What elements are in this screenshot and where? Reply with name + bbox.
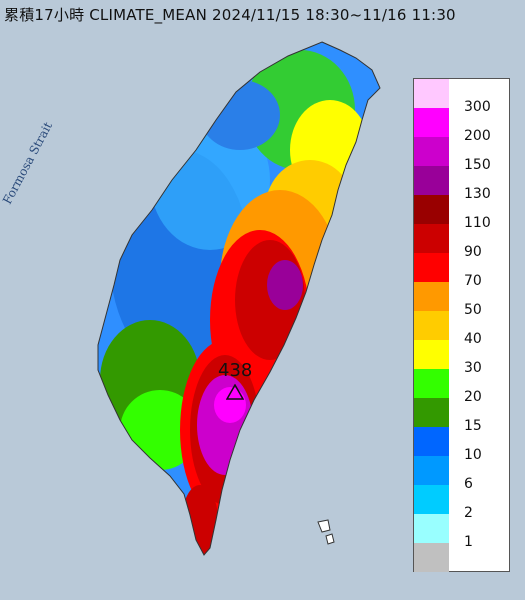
legend-label: 2 bbox=[464, 505, 473, 521]
legend-label: 1 bbox=[464, 534, 473, 550]
legend-label: 30 bbox=[464, 360, 482, 376]
legend-label: 110 bbox=[464, 215, 491, 231]
legend-label: 150 bbox=[464, 157, 491, 173]
legend-label: 70 bbox=[464, 273, 482, 289]
map-title: 累積17小時 CLIMATE_MEAN 2024/11/15 18:30~11/… bbox=[4, 6, 456, 24]
legend-swatch bbox=[414, 311, 449, 340]
legend-label: 15 bbox=[464, 418, 482, 434]
legend-label: 300 bbox=[464, 99, 491, 115]
legend-swatch bbox=[414, 369, 449, 398]
triangle-marker-icon bbox=[226, 384, 244, 400]
legend-label: 6 bbox=[464, 476, 473, 492]
legend-swatch bbox=[414, 108, 449, 137]
legend-swatch bbox=[414, 398, 449, 427]
legend-swatch bbox=[414, 456, 449, 485]
legend-swatch bbox=[414, 79, 449, 108]
legend-label: 130 bbox=[464, 186, 491, 202]
legend-label: 10 bbox=[464, 447, 482, 463]
legend-swatch bbox=[414, 514, 449, 543]
legend-swatch bbox=[414, 166, 449, 195]
color-legend: 300 200 150 130 110 90 70 50 40 30 20 15 10 6 2 1 bbox=[413, 78, 510, 572]
legend-swatch bbox=[414, 253, 449, 282]
legend-swatch bbox=[414, 195, 449, 224]
legend-swatch bbox=[414, 485, 449, 514]
legend-swatch bbox=[414, 137, 449, 166]
legend-label: 50 bbox=[464, 302, 482, 318]
taiwan-island bbox=[98, 42, 380, 555]
legend-label: 40 bbox=[464, 331, 482, 347]
legend-label: 200 bbox=[464, 128, 491, 144]
legend-swatch bbox=[414, 427, 449, 456]
legend-label: 20 bbox=[464, 389, 482, 405]
legend-swatch bbox=[414, 543, 449, 572]
islands bbox=[317, 519, 335, 545]
legend-swatch bbox=[414, 340, 449, 369]
legend-label: 90 bbox=[464, 244, 482, 260]
legend-swatch bbox=[414, 282, 449, 311]
peak-value: 438 bbox=[218, 360, 253, 381]
legend-swatch bbox=[414, 224, 449, 253]
